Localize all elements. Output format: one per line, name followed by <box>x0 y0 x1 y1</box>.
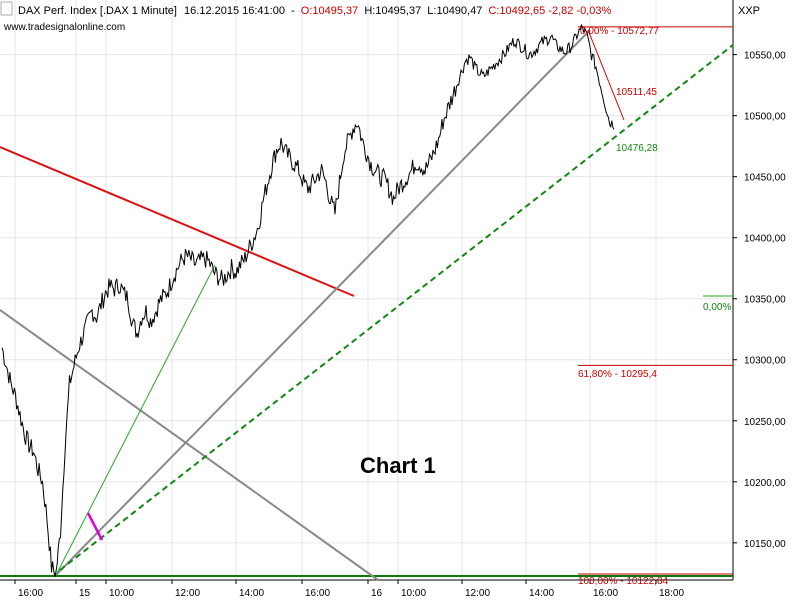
x-tick-label: 16 <box>371 588 383 599</box>
y-tick-label: 10400,00 <box>744 234 786 245</box>
axis-tag: XXP <box>738 5 760 17</box>
y-tick-label: 10300,00 <box>744 356 786 367</box>
plot-area-border <box>0 0 734 581</box>
svg-text:DAX Perf. Index [.DAX 1 Minut: DAX Perf. Index [.DAX 1 Minute] 16.12.20… <box>18 5 612 17</box>
fib-100-label: 100,00% - 10122,84 <box>578 576 669 587</box>
x-tick-label: 16:00 <box>305 588 330 599</box>
gray-uptrend-line[interactable] <box>55 29 591 576</box>
x-tick-label: 10:00 <box>109 588 134 599</box>
annotation-labels: 0,00% - 10572,77 10511,45 10476,28 0,00%… <box>578 26 731 587</box>
y-tick-label: 10350,00 <box>744 295 786 306</box>
y-axis: 10150,00 10200,00 10250,00 10300,00 10350,00… <box>733 51 786 550</box>
y-tick-label: 10450,00 <box>744 173 786 184</box>
x-tick-label: 16:00 <box>593 588 618 599</box>
drawing-tools[interactable] <box>0 26 734 581</box>
header-high: H:10495,37 <box>364 5 421 17</box>
header-close-change: C:10492,65 -2,82 -0,03% <box>488 5 611 17</box>
header-box-icon <box>0 1 13 16</box>
price-series <box>1 23 615 578</box>
header-low: L:10490,47 <box>427 5 482 17</box>
x-tick-label: 15 <box>79 588 91 599</box>
red-short-trend-line[interactable] <box>587 29 625 121</box>
x-tick-label: 12:00 <box>175 588 200 599</box>
x-tick-label: 14:00 <box>239 588 264 599</box>
chart-header: DAX Perf. Index [.DAX 1 Minute] 16.12.20… <box>0 1 612 33</box>
gray-downtrend-line[interactable] <box>0 309 379 581</box>
header-symbol: DAX Perf. Index [.DAX 1 Minute] <box>18 5 177 17</box>
green-thin-trend-line[interactable] <box>55 264 216 576</box>
green-dashed-channel-line[interactable] <box>59 44 734 571</box>
magenta-marker[interactable] <box>86 512 104 541</box>
x-tick-label: 16:00 <box>18 588 43 599</box>
header-source: www.tradesignalonline.com <box>3 22 125 33</box>
x-axis: 16:00 15 10:00 12:00 14:00 16:00 16 10:00 12:00 1… <box>14 580 684 599</box>
red-level-label: 10511,45 <box>616 87 657 98</box>
grid <box>0 0 733 580</box>
fib-618-label: 61,80% - 10295,4 <box>578 369 657 380</box>
x-tick-label: 12:00 <box>465 588 490 599</box>
header-open: O:10495,37 <box>301 5 359 17</box>
y-tick-label: 10500,00 <box>744 112 786 123</box>
y-tick-label: 10550,00 <box>744 51 786 62</box>
chart-title: Chart 1 <box>360 453 436 478</box>
green-level-label: 10476,28 <box>616 143 658 154</box>
header-datetime: 16.12.2015 16:41:00 <box>184 5 285 17</box>
red-downtrend-line[interactable] <box>0 146 355 297</box>
y-tick-label: 10150,00 <box>744 539 786 550</box>
x-tick-label: 10:00 <box>401 588 426 599</box>
fib-0-label: 0,00% - 10572,77 <box>580 26 659 37</box>
x-tick-label: 14:00 <box>529 588 554 599</box>
y-tick-label: 10200,00 <box>744 478 786 489</box>
x-tick-label: 18:00 <box>659 588 684 599</box>
y-tick-label: 10250,00 <box>744 417 786 428</box>
header-separator: - <box>291 5 295 17</box>
green-percent-label: 0,00% <box>703 302 731 313</box>
price-line <box>1 23 615 578</box>
